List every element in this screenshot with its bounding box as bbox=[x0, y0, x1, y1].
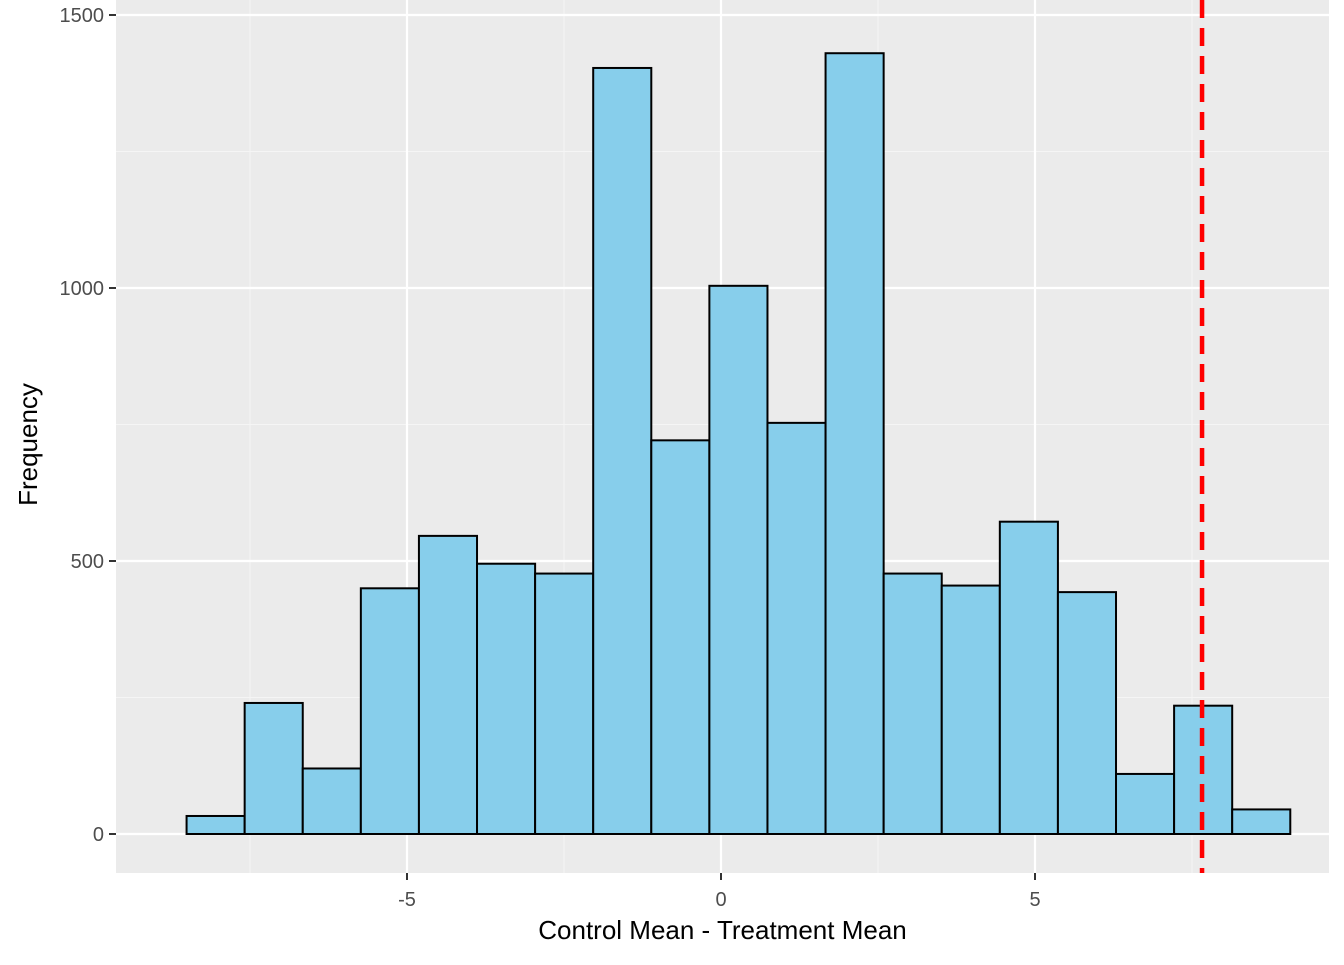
y-tick-label: 1500 bbox=[60, 5, 105, 27]
histogram-bar bbox=[766, 421, 827, 835]
y-tick-label: 0 bbox=[93, 824, 104, 846]
histogram-bar bbox=[824, 52, 885, 836]
histogram-bar bbox=[476, 562, 537, 835]
histogram-bar bbox=[243, 701, 304, 836]
y-tick-label: 1000 bbox=[60, 278, 105, 300]
y-axis: 0 500 1000 1500 bbox=[60, 5, 116, 846]
y-axis-title: Frequency bbox=[13, 383, 43, 506]
histogram-bar bbox=[185, 814, 246, 835]
x-axis: -5 0 5 bbox=[398, 873, 1041, 911]
histogram-bar bbox=[940, 584, 1001, 835]
histogram-bar bbox=[708, 284, 769, 836]
histogram-bar bbox=[1231, 808, 1292, 835]
y-tick-label: 500 bbox=[71, 551, 104, 573]
x-tick-label: 5 bbox=[1029, 889, 1040, 911]
histogram-bar bbox=[417, 534, 479, 835]
histogram-bar bbox=[592, 66, 653, 836]
histogram-bar bbox=[359, 587, 420, 835]
histogram-bar bbox=[1115, 772, 1176, 836]
x-axis-title: Control Mean - Treatment Mean bbox=[538, 915, 907, 945]
x-tick-label: -5 bbox=[398, 889, 416, 911]
x-tick-label: 0 bbox=[715, 889, 726, 911]
histogram-bar bbox=[301, 767, 362, 835]
histogram-bar bbox=[998, 520, 1059, 835]
histogram-bars bbox=[185, 52, 1292, 836]
histogram-bar bbox=[1056, 591, 1118, 836]
histogram-bar bbox=[534, 572, 595, 835]
histogram-bar bbox=[882, 572, 943, 835]
histogram-bar bbox=[650, 439, 711, 835]
